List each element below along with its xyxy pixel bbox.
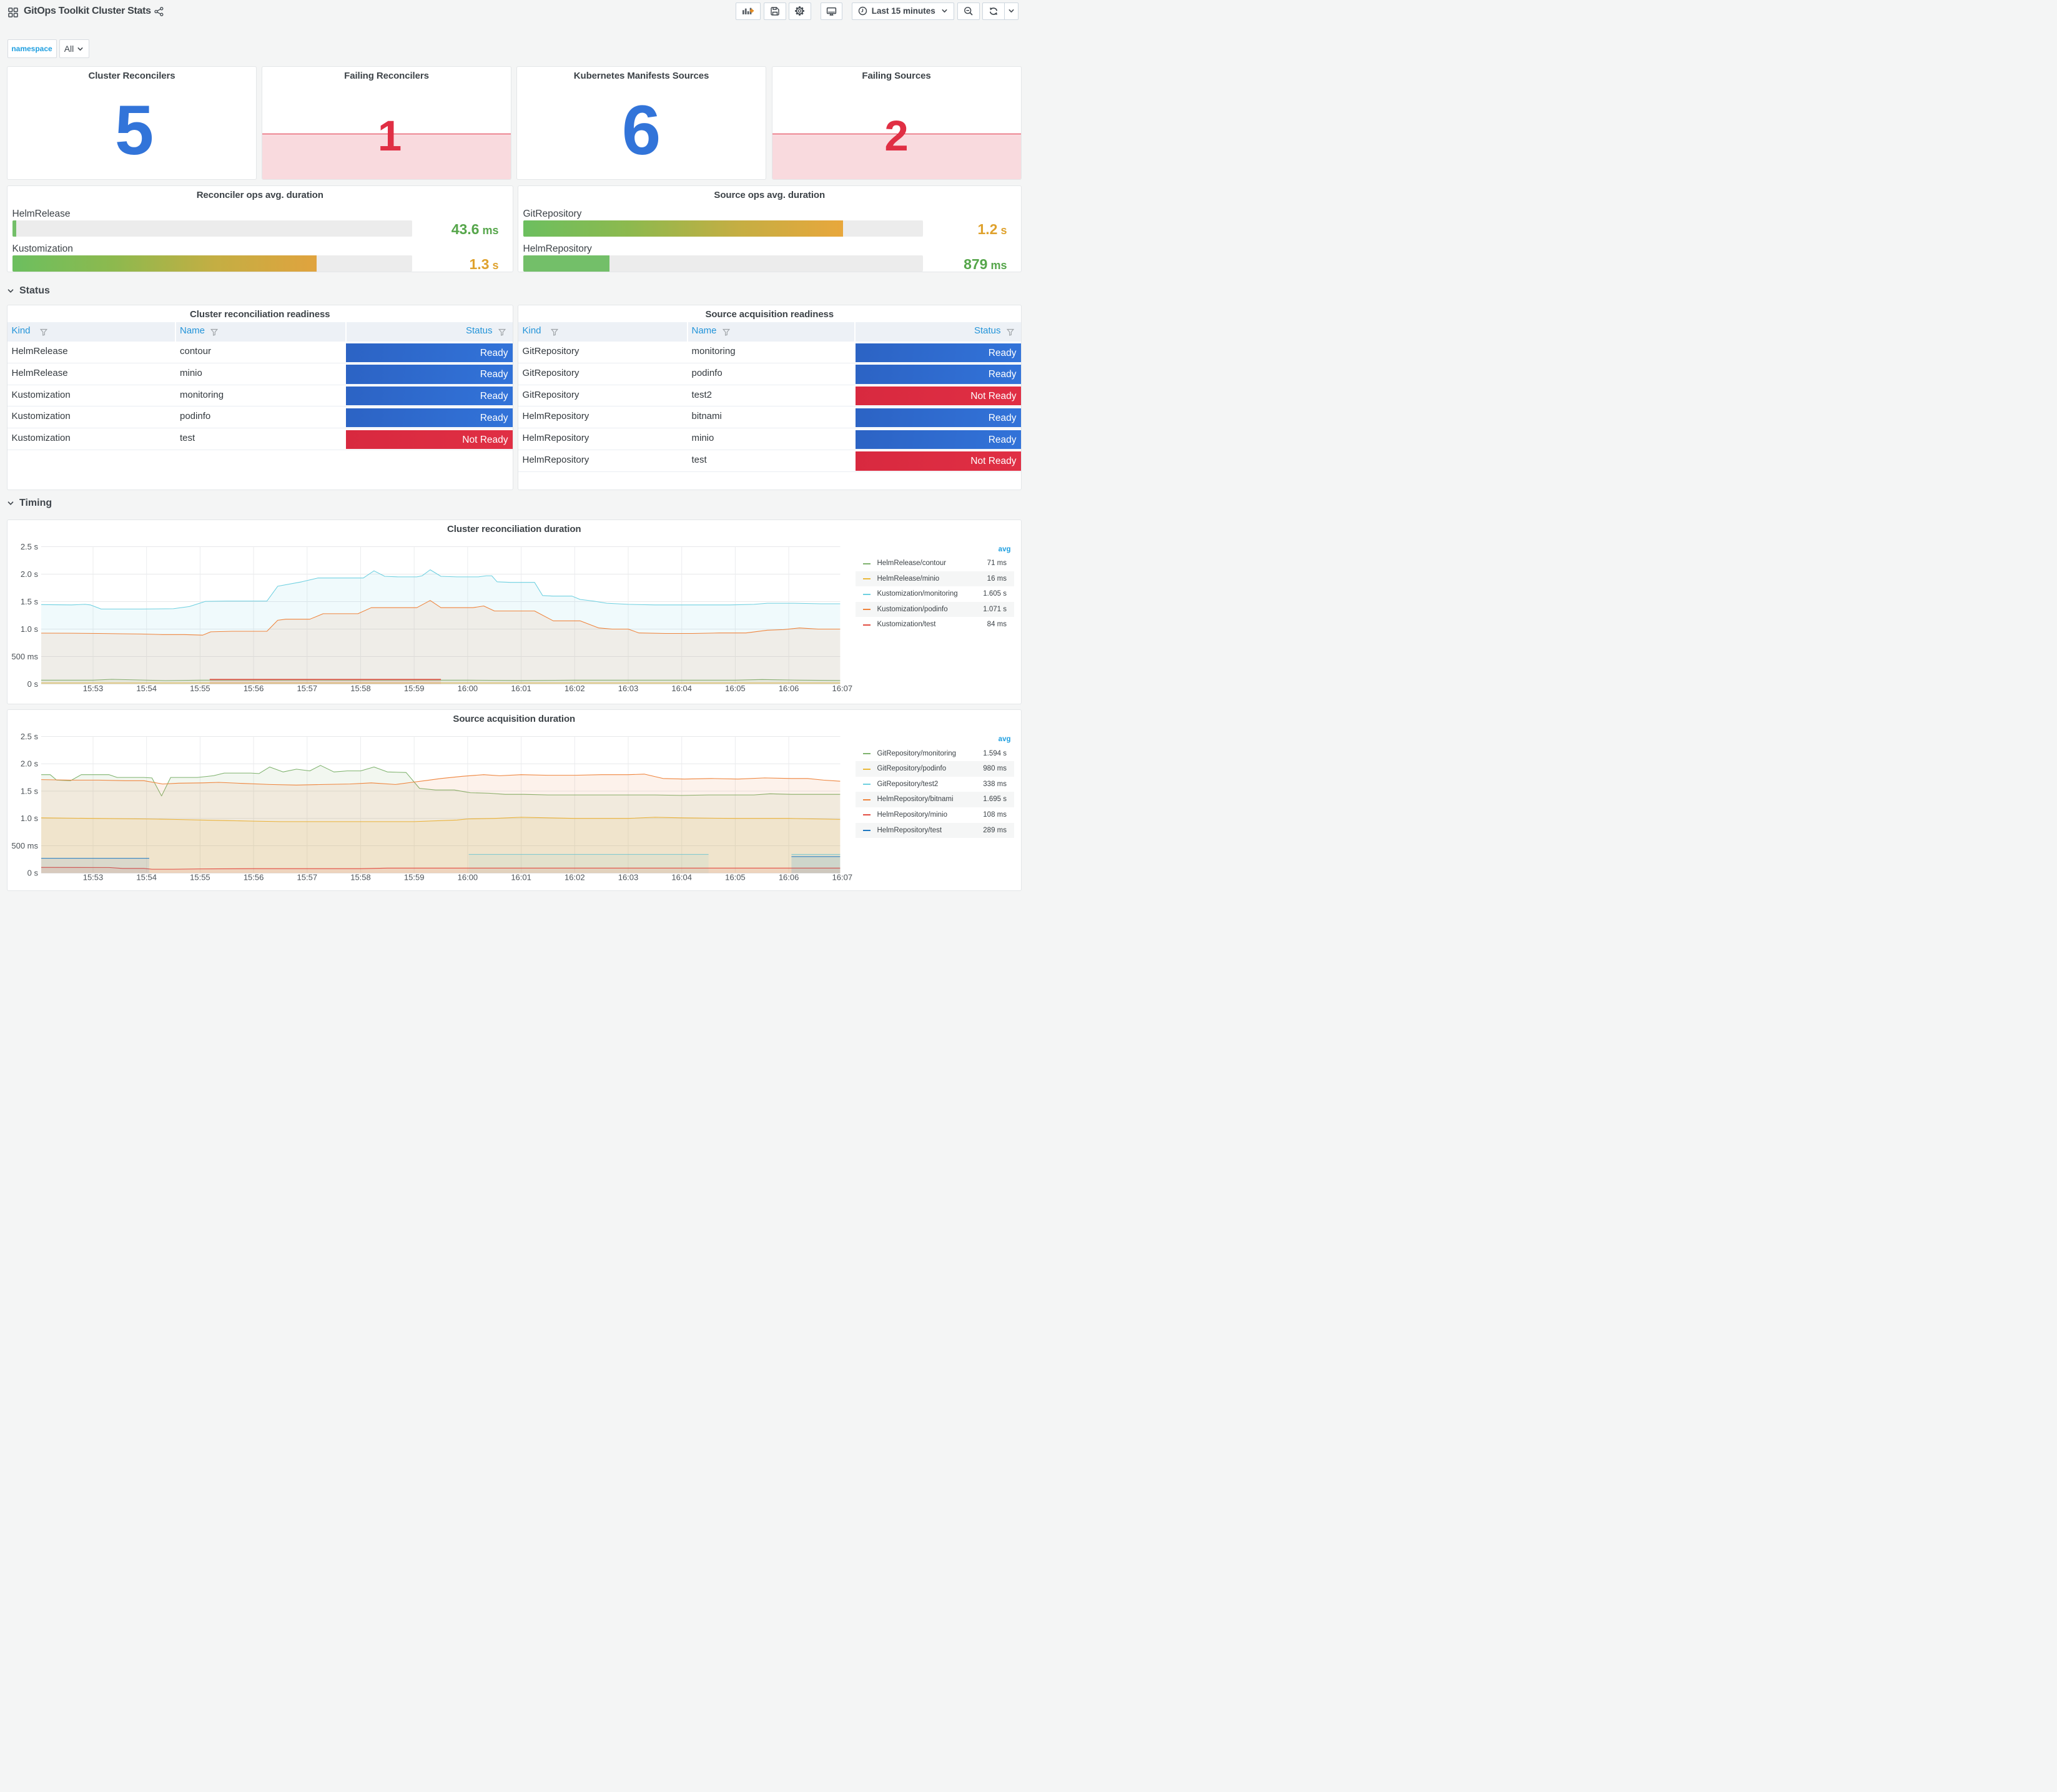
svg-text:16:05: 16:05 [725,684,746,693]
svg-text:15:56: 15:56 [244,873,264,882]
svg-text:15:59: 15:59 [404,873,425,882]
svg-text:15:58: 15:58 [350,684,371,693]
svg-text:16:07: 16:07 [832,873,853,882]
svg-text:500 ms: 500 ms [11,841,38,850]
svg-text:15:54: 15:54 [136,873,157,882]
svg-text:15:53: 15:53 [83,873,104,882]
svg-text:0 s: 0 s [27,679,39,689]
svg-text:15:57: 15:57 [297,873,318,882]
svg-text:1.0 s: 1.0 s [21,624,39,634]
svg-text:15:55: 15:55 [190,684,210,693]
svg-text:16:03: 16:03 [618,873,639,882]
svg-text:15:56: 15:56 [244,684,264,693]
svg-text:16:02: 16:02 [565,873,585,882]
svg-text:16:07: 16:07 [832,684,853,693]
svg-text:15:58: 15:58 [350,873,371,882]
svg-text:16:00: 16:00 [458,873,478,882]
svg-text:16:01: 16:01 [511,684,531,693]
svg-text:2.0 s: 2.0 s [21,569,39,579]
svg-text:16:01: 16:01 [511,873,531,882]
svg-text:16:02: 16:02 [565,684,585,693]
svg-text:15:53: 15:53 [83,684,104,693]
svg-text:15:57: 15:57 [297,684,318,693]
svg-text:16:05: 16:05 [725,873,746,882]
svg-text:16:00: 16:00 [458,684,478,693]
svg-text:1.0 s: 1.0 s [21,814,39,823]
svg-text:2.0 s: 2.0 s [21,759,39,769]
svg-text:1.5 s: 1.5 s [21,597,39,606]
svg-text:16:04: 16:04 [671,873,692,882]
svg-text:16:06: 16:06 [779,873,799,882]
svg-text:15:54: 15:54 [136,684,157,693]
svg-text:500 ms: 500 ms [11,652,38,661]
svg-text:1.5 s: 1.5 s [21,786,39,795]
svg-text:16:03: 16:03 [618,684,639,693]
svg-text:2.5 s: 2.5 s [21,732,39,741]
svg-text:15:55: 15:55 [190,873,210,882]
svg-text:16:06: 16:06 [779,684,799,693]
svg-text:16:04: 16:04 [671,684,692,693]
svg-text:15:59: 15:59 [404,684,425,693]
svg-text:2.5 s: 2.5 s [21,542,39,551]
svg-text:0 s: 0 s [27,869,39,878]
